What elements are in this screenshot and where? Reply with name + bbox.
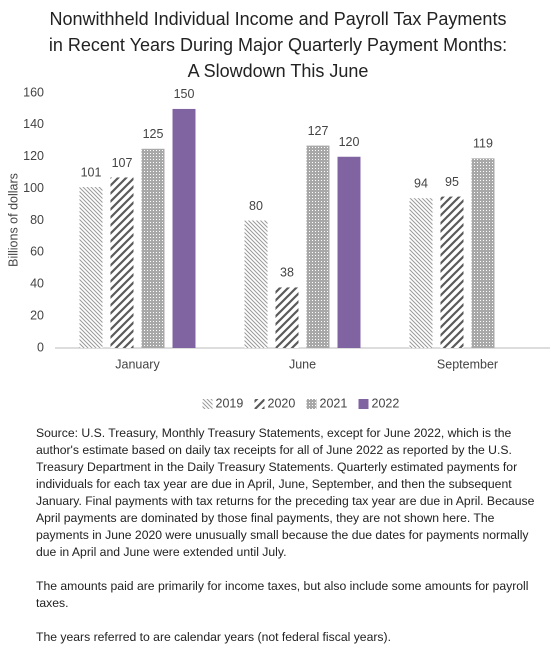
bar [275,287,299,348]
value-label: 94 [414,176,428,190]
legend-label: 2019 [216,396,244,410]
page: Nonwithheld Individual Income and Payrol… [6,9,550,644]
y-tick-label: 20 [30,308,44,322]
note: The years referred to are calendar years… [36,630,391,644]
y-tick-label: 100 [23,181,44,195]
bar [244,220,268,348]
y-tick-label: 120 [23,149,44,163]
chart: Billions of dollars 0 20 40 60 80 100 120 140 16… [6,85,550,410]
bar [79,187,103,348]
y-tick-label: 60 [30,245,44,259]
y-tick-label: 0 [37,340,44,354]
value-label: 125 [143,127,164,141]
legend-swatch [358,399,369,409]
value-label: 119 [473,137,493,151]
legend-label: 2022 [372,396,400,410]
y-tick-label: 140 [23,117,44,131]
bar [409,198,433,348]
legend-swatch [306,399,317,409]
value-label: 127 [308,124,329,138]
value-label: 150 [174,87,195,101]
legend-swatch [254,399,265,409]
x-tick-label: January [115,357,160,371]
y-tick-label: 80 [30,213,44,227]
y-tick-label: 40 [30,277,44,291]
chart-title: Nonwithheld Individual Income and Payrol… [48,9,508,81]
legend-label: 2021 [320,396,348,410]
value-label: 95 [445,175,459,189]
bar [306,145,330,348]
bar [471,158,495,348]
bar [141,148,165,348]
note: The amounts paid are primarily for incom… [36,579,529,610]
value-label: 101 [81,165,102,179]
legend-swatch [202,399,213,409]
bar [110,177,134,348]
value-label: 120 [339,135,360,149]
value-label: 80 [249,199,263,213]
value-label: 107 [112,156,133,170]
bar [440,196,464,348]
y-tick-label: 160 [23,85,44,99]
x-tick-label: September [437,357,498,371]
value-label: 38 [280,266,294,280]
note: Source: U.S. Treasury, Monthly Treasury … [36,426,535,559]
y-axis-label: Billions of dollars [6,173,20,267]
bar [337,156,361,348]
notes: Source: U.S. Treasury, Monthly Treasury … [36,425,544,663]
legend-label: 2020 [268,396,296,410]
x-tick-label: June [289,357,316,371]
bar [172,108,196,348]
